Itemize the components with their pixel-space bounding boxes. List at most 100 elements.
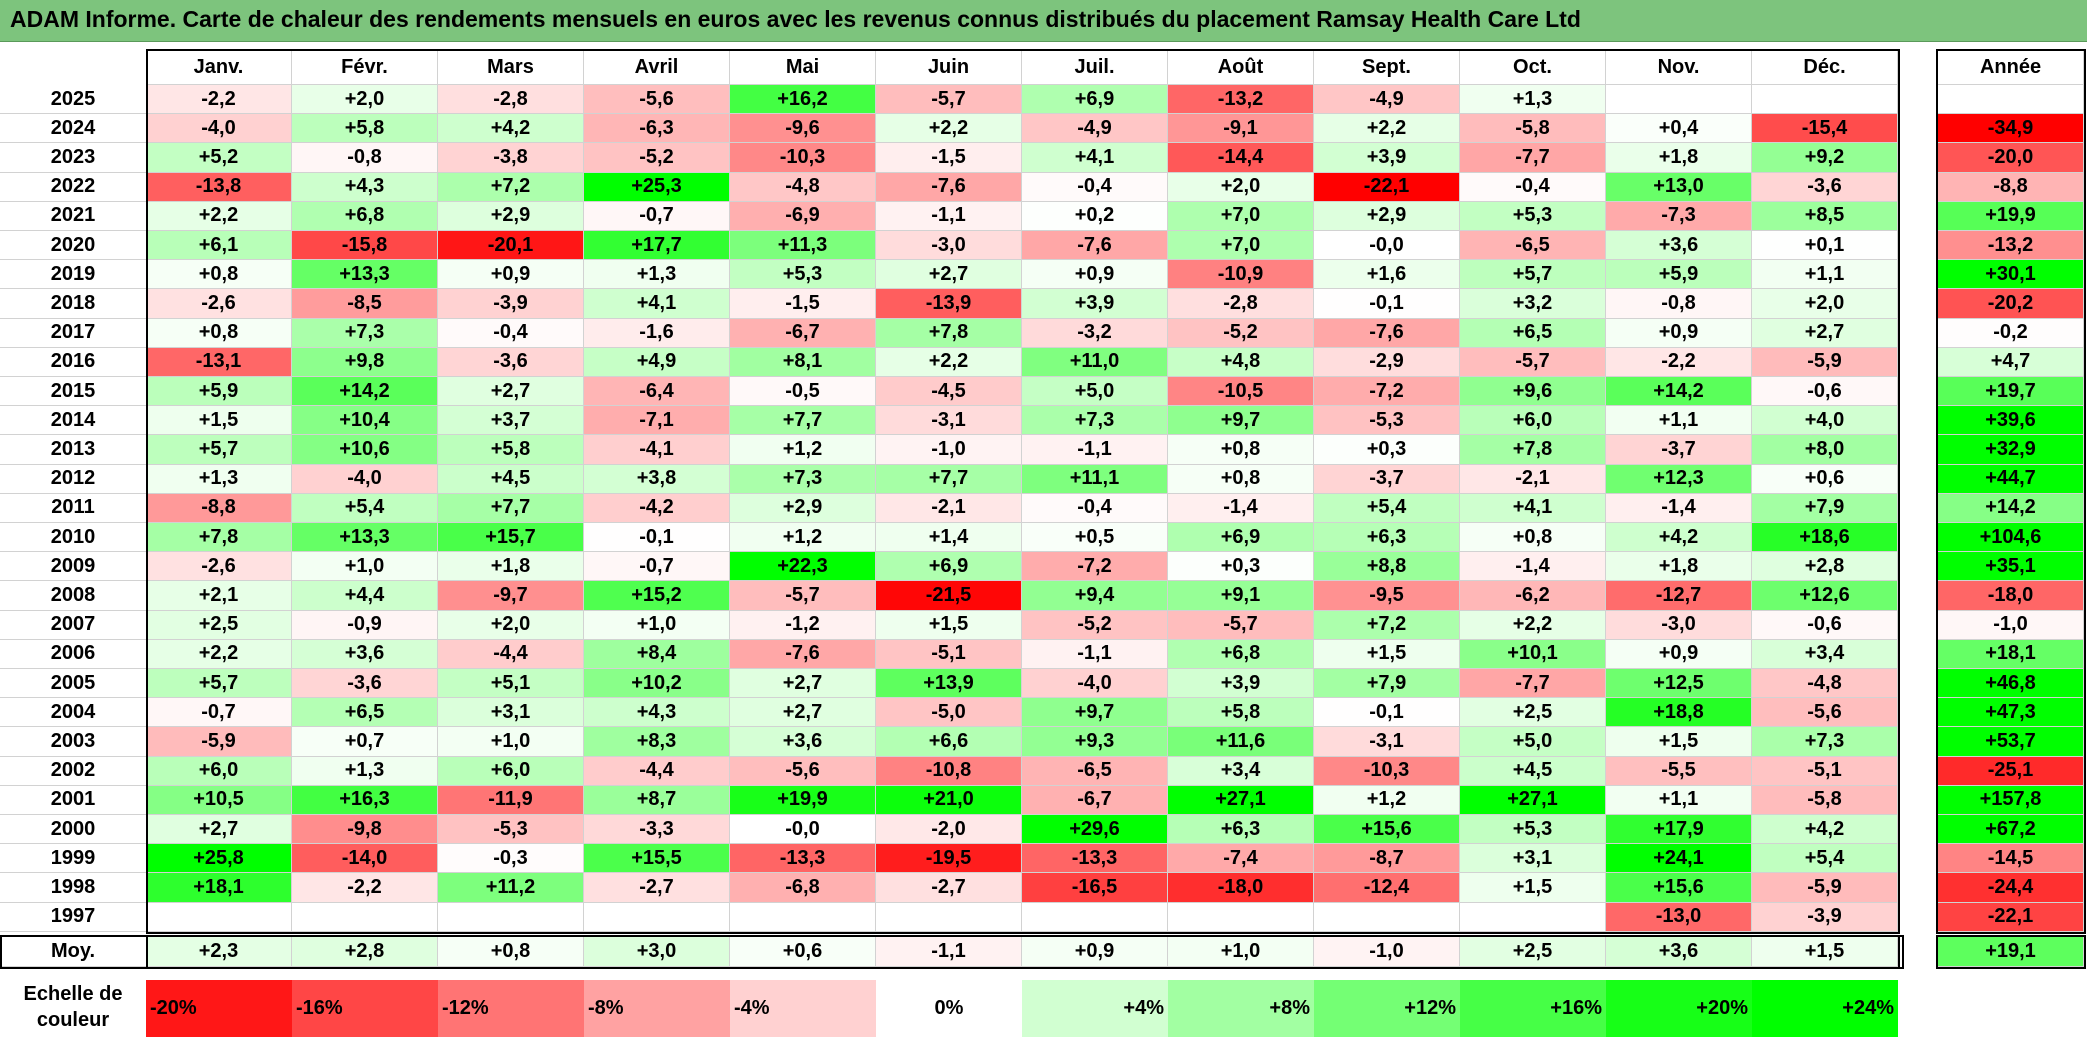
heatmap-cell: -21,5 bbox=[876, 581, 1022, 611]
annual-cell: +104,6 bbox=[1938, 523, 2084, 553]
heatmap-cell: -0,6 bbox=[1752, 610, 1898, 640]
heatmap-cell: +5,4 bbox=[292, 493, 438, 523]
heatmap-cell: -3,1 bbox=[1314, 727, 1460, 757]
heatmap-cell: -3,1 bbox=[876, 406, 1022, 436]
heatmap-cell: +3,1 bbox=[1460, 844, 1606, 874]
heatmap-cell: +4,2 bbox=[1752, 815, 1898, 845]
heatmap-cell: -4,9 bbox=[1314, 85, 1460, 115]
color-scale-step: +4% bbox=[1022, 980, 1168, 1037]
heatmap-cell: -0,7 bbox=[584, 201, 730, 231]
heatmap-cell: +4,9 bbox=[584, 347, 730, 377]
heatmap-cell: +9,7 bbox=[1168, 406, 1314, 436]
heatmap-cell: +1,2 bbox=[1314, 785, 1460, 815]
heatmap-cell bbox=[1606, 85, 1752, 115]
heatmap-cell: -1,5 bbox=[876, 143, 1022, 173]
heatmap-cell: +2,1 bbox=[146, 581, 292, 611]
heatmap-cell: -2,2 bbox=[146, 85, 292, 115]
annual-cell: -0,2 bbox=[1938, 318, 2084, 348]
heatmap-cell: -2,7 bbox=[584, 873, 730, 903]
heatmap-cell: +15,6 bbox=[1606, 873, 1752, 903]
heatmap-cell: +9,6 bbox=[1460, 377, 1606, 407]
heatmap-cell: -2,1 bbox=[876, 493, 1022, 523]
year-label: 2013 bbox=[0, 435, 146, 465]
heatmap-cell: +7,3 bbox=[730, 464, 876, 494]
year-label: 2012 bbox=[0, 464, 146, 494]
heatmap-cell: -13,1 bbox=[146, 347, 292, 377]
heatmap-cell: -1,4 bbox=[1606, 493, 1752, 523]
heatmap-cell: +6,5 bbox=[1460, 318, 1606, 348]
color-scale-step: +24% bbox=[1752, 980, 1898, 1037]
heatmap-cell: -4,0 bbox=[292, 464, 438, 494]
month-header: Avril bbox=[584, 51, 730, 85]
heatmap-cell bbox=[292, 902, 438, 932]
heatmap-cell: -3,6 bbox=[438, 347, 584, 377]
heatmap-cell: +0,9 bbox=[1606, 318, 1752, 348]
heatmap-cell: +1,5 bbox=[146, 406, 292, 436]
color-scale-step: -16% bbox=[292, 980, 438, 1037]
heatmap-cell: -9,8 bbox=[292, 815, 438, 845]
color-scale-step: +16% bbox=[1460, 980, 1606, 1037]
heatmap-cell: +1,4 bbox=[876, 523, 1022, 553]
heatmap-cell: +4,2 bbox=[438, 114, 584, 144]
color-scale-step: +20% bbox=[1606, 980, 1752, 1037]
heatmap-cell: +0,1 bbox=[1752, 231, 1898, 261]
heatmap-cell: +2,0 bbox=[292, 85, 438, 115]
heatmap-cell: -7,1 bbox=[584, 406, 730, 436]
heatmap-cell: +7,2 bbox=[438, 172, 584, 202]
heatmap-cell: +0,8 bbox=[1460, 523, 1606, 553]
year-label: 2020 bbox=[0, 231, 146, 261]
heatmap-cell: +11,3 bbox=[730, 231, 876, 261]
heatmap-cell: +5,9 bbox=[146, 377, 292, 407]
heatmap-cell: -1,4 bbox=[1168, 493, 1314, 523]
heatmap-cell: -2,6 bbox=[146, 289, 292, 319]
heatmap-cell: +7,9 bbox=[1314, 669, 1460, 699]
heatmap-cell: +4,3 bbox=[584, 698, 730, 728]
heatmap-cell: -13,3 bbox=[1022, 844, 1168, 874]
heatmap-cell: +6,3 bbox=[1168, 815, 1314, 845]
heatmap-cell: +13,9 bbox=[876, 669, 1022, 699]
heatmap-cell: +2,2 bbox=[876, 114, 1022, 144]
heatmap-cell: +29,6 bbox=[1022, 815, 1168, 845]
average-cell: +0,6 bbox=[730, 936, 876, 967]
heatmap-cell: +15,7 bbox=[438, 523, 584, 553]
year-label: 2002 bbox=[0, 756, 146, 786]
heatmap-cell: +2,2 bbox=[876, 347, 1022, 377]
heatmap-cell: -2,1 bbox=[1460, 464, 1606, 494]
heatmap-cell bbox=[146, 902, 292, 932]
heatmap-cell: -10,5 bbox=[1168, 377, 1314, 407]
heatmap-cell: +1,6 bbox=[1314, 260, 1460, 290]
heatmap-cell: -13,9 bbox=[876, 289, 1022, 319]
annual-cell: +67,2 bbox=[1938, 815, 2084, 845]
average-cell: +2,8 bbox=[292, 936, 438, 967]
year-label: 2025 bbox=[0, 85, 146, 115]
annual-cell: -20,2 bbox=[1938, 289, 2084, 319]
heatmap-cell: -0,6 bbox=[1752, 377, 1898, 407]
heatmap-cell: +4,5 bbox=[438, 464, 584, 494]
heatmap-cell: -4,5 bbox=[876, 377, 1022, 407]
average-cell: +3,0 bbox=[584, 936, 730, 967]
average-cell: +2,3 bbox=[146, 936, 292, 967]
heatmap-cell: +5,0 bbox=[1022, 377, 1168, 407]
heatmap-cell: +1,3 bbox=[1460, 85, 1606, 115]
heatmap-cell: +18,8 bbox=[1606, 698, 1752, 728]
heatmap-cell bbox=[584, 902, 730, 932]
heatmap-cell: +5,8 bbox=[438, 435, 584, 465]
year-label: 2019 bbox=[0, 260, 146, 290]
heatmap-cell: +6,3 bbox=[1314, 523, 1460, 553]
color-scale-step: -12% bbox=[438, 980, 584, 1037]
heatmap-cell: -1,1 bbox=[1022, 639, 1168, 669]
heatmap-cell: +1,2 bbox=[730, 523, 876, 553]
heatmap-cell: +3,2 bbox=[1460, 289, 1606, 319]
heatmap-cell: +2,5 bbox=[1460, 698, 1606, 728]
heatmap-cell: +3,6 bbox=[730, 727, 876, 757]
heatmap-cell: +1,3 bbox=[292, 756, 438, 786]
heatmap-cell: +0,8 bbox=[146, 318, 292, 348]
heatmap-cell: -7,2 bbox=[1314, 377, 1460, 407]
annual-header: Année bbox=[1938, 51, 2084, 85]
heatmap-cell: +1,3 bbox=[584, 260, 730, 290]
year-label: 2007 bbox=[0, 610, 146, 640]
heatmap-cell: +8,3 bbox=[584, 727, 730, 757]
average-cell: +1,0 bbox=[1168, 936, 1314, 967]
heatmap-cell: +7,0 bbox=[1168, 201, 1314, 231]
month-header: Nov. bbox=[1606, 51, 1752, 85]
